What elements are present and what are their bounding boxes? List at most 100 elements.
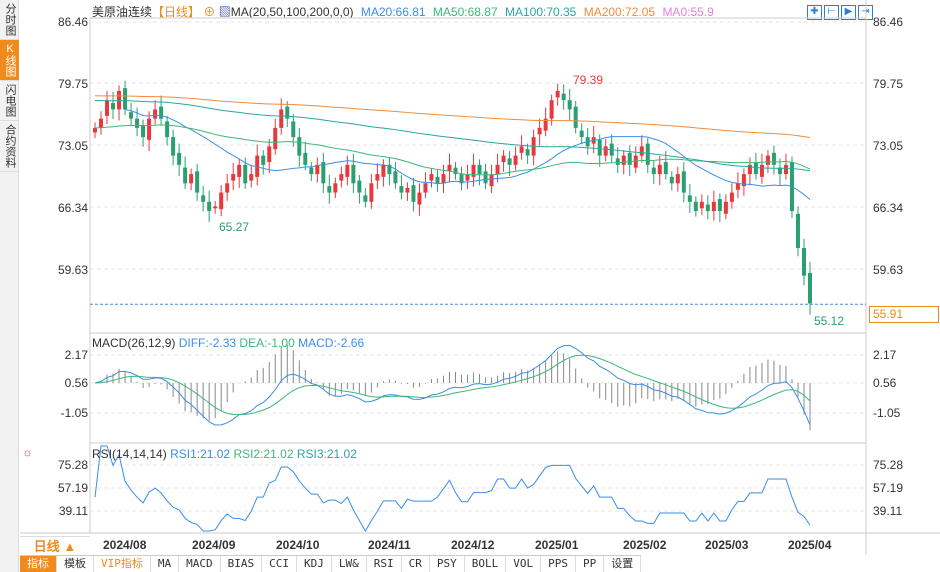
tab-timeshare[interactable]: 分时图 bbox=[0, 0, 19, 40]
ma200-value: MA200:72.05 bbox=[583, 5, 656, 19]
candle-body bbox=[291, 121, 296, 138]
price-axis-left: 79.75 bbox=[57, 77, 88, 91]
rsi-axis-right: 75.28 bbox=[873, 458, 904, 472]
candle-body bbox=[435, 176, 440, 184]
candle-body bbox=[189, 174, 194, 184]
tab-vol[interactable]: VOL bbox=[506, 556, 542, 572]
macd-title[interactable]: MACD(26,12,9) bbox=[92, 336, 176, 350]
tab-ma[interactable]: MA bbox=[151, 556, 180, 572]
date-label: 2024/08 bbox=[103, 538, 147, 552]
rsi-title[interactable]: RSI(14,14,14) bbox=[92, 447, 167, 461]
price-axis-right: 59.63 bbox=[873, 263, 904, 277]
price-axis-left: 73.05 bbox=[57, 139, 88, 153]
macd-axis-left: 0.56 bbox=[64, 376, 88, 390]
tab-rsi[interactable]: RSI bbox=[367, 556, 402, 572]
tab-psy[interactable]: PSY bbox=[430, 556, 465, 572]
candle-body bbox=[579, 130, 584, 138]
ma-label[interactable]: MA(20,50,100,200,0,0) bbox=[230, 5, 354, 19]
rsi2-value: RSI2:21.02 bbox=[233, 447, 294, 461]
candle-body bbox=[219, 192, 224, 210]
candle-body bbox=[615, 158, 620, 165]
ma100-line bbox=[94, 99, 811, 172]
crosshair-icon[interactable]: ✚ bbox=[807, 5, 822, 20]
tab-kline[interactable]: K线图 bbox=[0, 40, 19, 81]
price-axis-right: 86.46 bbox=[873, 15, 904, 29]
date-label: 2024/09 bbox=[192, 538, 236, 552]
candle-body bbox=[225, 183, 230, 193]
period-label[interactable]: 【日线】 bbox=[152, 5, 201, 19]
tab-macd[interactable]: MACD bbox=[179, 556, 221, 572]
add-icon[interactable]: ⊕ bbox=[203, 5, 216, 19]
price-axis-right: 79.75 bbox=[873, 77, 904, 91]
candle-body bbox=[717, 199, 722, 212]
tab-settings[interactable]: 设置 bbox=[604, 556, 642, 572]
tab-lw[interactable]: LW& bbox=[332, 556, 367, 572]
tab-cci[interactable]: CCI bbox=[262, 556, 297, 572]
sidebar: 分时图 K线图 闪电图 合约资料 bbox=[0, 0, 19, 572]
rsi-axis-right: 57.19 bbox=[873, 481, 904, 495]
candle-body bbox=[687, 195, 692, 202]
tab-indicators[interactable]: 指标 bbox=[20, 556, 57, 572]
tab-pps[interactable]: PPS bbox=[541, 556, 576, 572]
candle-body bbox=[657, 164, 662, 175]
candle-body bbox=[93, 127, 97, 133]
candle-body bbox=[393, 171, 398, 184]
tab-pp[interactable]: PP bbox=[576, 556, 605, 572]
candle-body bbox=[771, 152, 776, 165]
candle-body bbox=[141, 125, 146, 138]
play-forward-icon[interactable]: ▶ bbox=[841, 5, 856, 20]
candle-body bbox=[519, 146, 524, 153]
tab-templates[interactable]: 模板 bbox=[57, 556, 94, 572]
candle-body bbox=[603, 146, 608, 156]
tab-cr[interactable]: CR bbox=[402, 556, 430, 572]
macd-axis-right: 2.17 bbox=[873, 348, 897, 362]
candle-body bbox=[369, 183, 374, 202]
tab-vip[interactable]: VIP指标 bbox=[94, 556, 151, 572]
ma-chart-icon: ▧ bbox=[218, 5, 231, 19]
candle-body bbox=[315, 164, 320, 175]
tab-boll[interactable]: BOLL bbox=[465, 556, 507, 572]
candle-body bbox=[375, 174, 380, 181]
candle-body bbox=[483, 171, 488, 184]
candle-body bbox=[669, 176, 674, 184]
ma100-value: MA100:70.35 bbox=[504, 5, 577, 19]
macd-axis-right: -1.05 bbox=[873, 406, 901, 420]
ma200-line bbox=[94, 95, 811, 139]
candle-body bbox=[741, 174, 746, 187]
date-label: 2024/12 bbox=[451, 538, 495, 552]
candle-body bbox=[339, 174, 344, 181]
settings-sun-icon[interactable]: ☼ bbox=[22, 445, 33, 459]
period-selector[interactable]: 日线 ▲ bbox=[20, 536, 90, 555]
candle-body bbox=[705, 204, 710, 212]
rsi-axis-left: 39.11 bbox=[58, 504, 88, 518]
candle-body bbox=[693, 201, 698, 212]
candle-body bbox=[681, 171, 686, 193]
tab-bias[interactable]: BIAS bbox=[221, 556, 263, 572]
candle-body bbox=[399, 186, 404, 193]
candle-body bbox=[567, 100, 572, 110]
fit-range-icon[interactable]: ⊢ bbox=[824, 5, 839, 20]
candle-body bbox=[699, 201, 704, 209]
candle-body bbox=[801, 248, 806, 276]
tab-contract-info[interactable]: 合约资料 bbox=[0, 121, 19, 172]
rsi-axis-left: 57.19 bbox=[57, 481, 88, 495]
candle-body bbox=[111, 102, 116, 110]
candle-body bbox=[261, 155, 266, 165]
date-label: 2024/10 bbox=[276, 538, 320, 552]
candle-body bbox=[405, 187, 410, 193]
candle-body bbox=[465, 174, 470, 181]
candle-body bbox=[537, 127, 542, 135]
candle-body bbox=[285, 106, 290, 119]
indicator-tabs: 指标 模板 VIP指标 MA MACD BIAS CCI KDJ LW& RSI… bbox=[20, 555, 642, 572]
candle-body bbox=[729, 192, 734, 202]
tab-flash[interactable]: 闪电图 bbox=[0, 81, 19, 121]
candle-body bbox=[783, 164, 788, 175]
candle-body bbox=[147, 118, 152, 140]
tab-kdj[interactable]: KDJ bbox=[297, 556, 332, 572]
high-annotation: 79.39 bbox=[573, 73, 604, 87]
candle-body bbox=[105, 100, 110, 116]
low-annotation: 55.12 bbox=[814, 314, 845, 328]
candle-body bbox=[621, 155, 626, 165]
macd-diff: DIFF:-2.33 bbox=[178, 336, 237, 350]
